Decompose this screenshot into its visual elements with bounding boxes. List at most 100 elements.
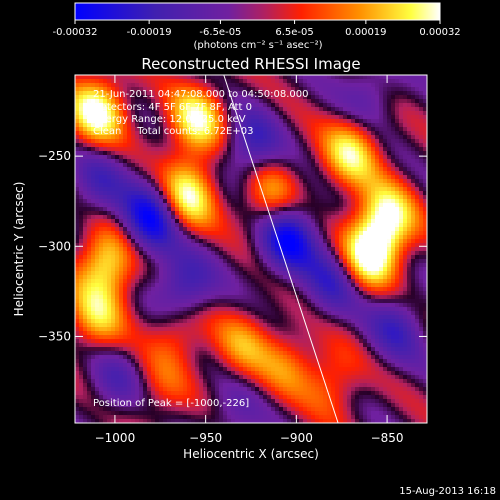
heatmap-cell [163, 199, 168, 204]
heatmap-cell [291, 91, 296, 96]
heatmap-cell [315, 147, 320, 152]
heatmap-cell [419, 199, 424, 204]
heatmap-cell [259, 175, 264, 180]
heatmap-cell [419, 127, 424, 132]
heatmap-cell [407, 231, 412, 236]
heatmap-cell [231, 191, 236, 196]
heatmap-cell [79, 287, 84, 292]
heatmap-cell [199, 211, 204, 216]
heatmap-cell [151, 223, 156, 228]
heatmap-cell [167, 119, 172, 124]
heatmap-cell [275, 91, 280, 96]
heatmap-cell [235, 203, 240, 208]
heatmap-cell [143, 251, 148, 256]
heatmap-cell [371, 243, 376, 248]
heatmap-cell [79, 259, 84, 264]
heatmap-cell [351, 135, 356, 140]
heatmap-cell [75, 115, 80, 120]
heatmap-cell [279, 171, 284, 176]
heatmap-cell [267, 259, 272, 264]
heatmap-cell [247, 155, 252, 160]
heatmap-cell [75, 167, 80, 172]
heatmap-cell [407, 123, 412, 128]
heatmap-cell [191, 87, 196, 92]
heatmap-cell [247, 115, 252, 120]
heatmap-cell [191, 239, 196, 244]
heatmap-cell [111, 95, 116, 100]
heatmap-cell [79, 295, 84, 300]
heatmap-cell [123, 271, 128, 276]
heatmap-cell [267, 279, 272, 284]
heatmap-cell [367, 119, 372, 124]
heatmap-cell [75, 247, 80, 252]
heatmap-cell [331, 99, 336, 104]
heatmap-cell [139, 175, 144, 180]
heatmap-cell [235, 167, 240, 172]
heatmap-cell [227, 147, 232, 152]
heatmap-cell [295, 259, 300, 264]
heatmap-cell [359, 275, 364, 280]
heatmap-cell [215, 219, 220, 224]
heatmap-cell [283, 271, 288, 276]
colorbar-tick-label: 0.00019 [345, 27, 386, 38]
heatmap-cell [239, 259, 244, 264]
heatmap-cell [199, 247, 204, 252]
heatmap-cell [387, 75, 392, 80]
heatmap-cell [211, 239, 216, 244]
heatmap-cell [375, 259, 380, 264]
heatmap-cell [267, 183, 272, 188]
colorbar-units: (photons cm⁻² s⁻¹ asec⁻²) [193, 40, 322, 51]
heatmap-cell [291, 175, 296, 180]
heatmap-cell [383, 235, 388, 240]
heatmap-cell [223, 255, 228, 260]
heatmap-cell [187, 155, 192, 160]
heatmap-cell [255, 159, 260, 164]
heatmap-cell [303, 103, 308, 108]
heatmap-cell [227, 127, 232, 132]
heatmap-cell [387, 255, 392, 260]
heatmap-cell [419, 83, 424, 88]
heatmap-cell [351, 107, 356, 112]
heatmap-cell [127, 279, 132, 284]
heatmap-cell [299, 243, 304, 248]
heatmap-cell [419, 207, 424, 212]
heatmap-cell [299, 199, 304, 204]
heatmap-cell [99, 291, 104, 296]
heatmap-cell [243, 87, 248, 92]
heatmap-cell [247, 239, 252, 244]
heatmap-cell [367, 287, 372, 292]
heatmap-cell [223, 79, 228, 84]
heatmap-cell [159, 251, 164, 256]
heatmap-cell [103, 155, 108, 160]
heatmap-cell [207, 187, 212, 192]
heatmap-cell [327, 231, 332, 236]
heatmap-cell [235, 183, 240, 188]
heatmap-cell [347, 227, 352, 232]
heatmap-cell [243, 195, 248, 200]
heatmap-cell [391, 239, 396, 244]
heatmap-cell [227, 115, 232, 120]
heatmap-cell [167, 155, 172, 160]
heatmap-cell [87, 103, 92, 108]
heatmap-cell [251, 99, 256, 104]
heatmap-cell [415, 159, 420, 164]
heatmap-cell [207, 131, 212, 136]
heatmap-cell [95, 271, 100, 276]
heatmap-cell [79, 255, 84, 260]
heatmap-cell [343, 251, 348, 256]
heatmap-cell [151, 163, 156, 168]
heatmap-cell [255, 195, 260, 200]
heatmap-cell [111, 135, 116, 140]
heatmap-cell [395, 251, 400, 256]
heatmap-cell [175, 107, 180, 112]
heatmap-cell [395, 187, 400, 192]
heatmap-cells [75, 75, 427, 423]
heatmap-cell [179, 239, 184, 244]
heatmap-cell [423, 79, 427, 84]
heatmap-cell [315, 271, 320, 276]
heatmap-cell [319, 119, 324, 124]
heatmap-cell [267, 255, 272, 260]
heatmap-cell [103, 271, 108, 276]
heatmap-cell [155, 247, 160, 252]
heatmap-cell [99, 91, 104, 96]
